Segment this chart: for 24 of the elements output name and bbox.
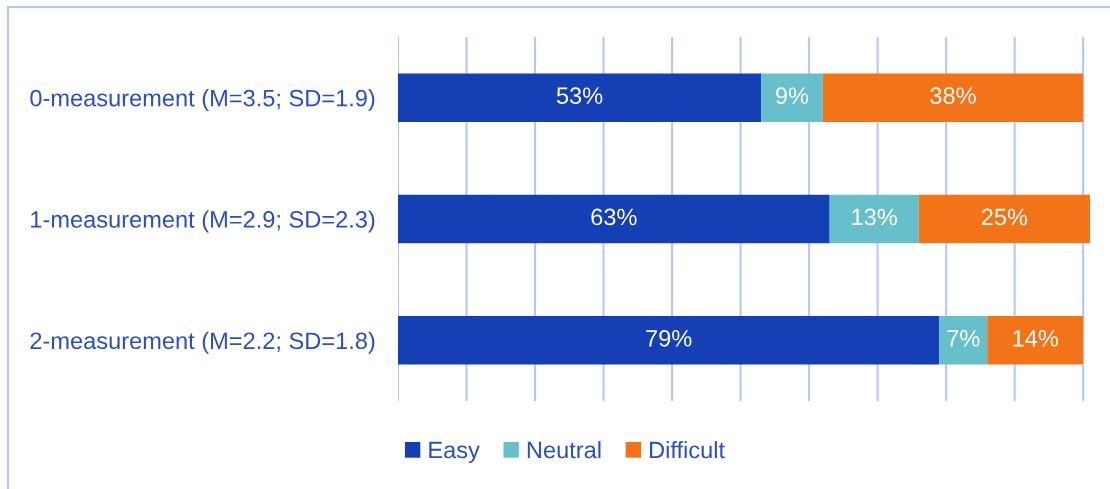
bar [398,194,830,244]
y-tick-label: 0-measurement (M=3.5; SD=1.9) [30,89,375,112]
bar [398,73,762,122]
data-label: 53% [556,87,603,104]
bar [987,316,1084,365]
data-label: 38% [930,87,976,104]
data-label: 79% [646,329,692,347]
data-label: 7% [947,330,980,347]
bar [761,73,823,122]
bar [822,73,1084,122]
bar [939,316,988,365]
bar [918,194,1090,244]
data-label: 9% [776,87,809,104]
legend-label: Neutral [527,440,601,459]
y-tick-label: 1-measurement (M=2.9; SD=2.3) [31,210,375,233]
data-label: 63% [591,208,637,226]
data-label: 25% [981,208,1028,226]
legend-label: Difficult [650,440,725,459]
bar [398,316,940,365]
data-label: 14% [1013,330,1058,347]
y-tick-label: 2-measurement (M=2.2; SD=1.8) [30,331,375,354]
data-label: 13% [852,208,897,226]
legend-label: Easy [429,441,480,463]
bar [829,194,919,244]
